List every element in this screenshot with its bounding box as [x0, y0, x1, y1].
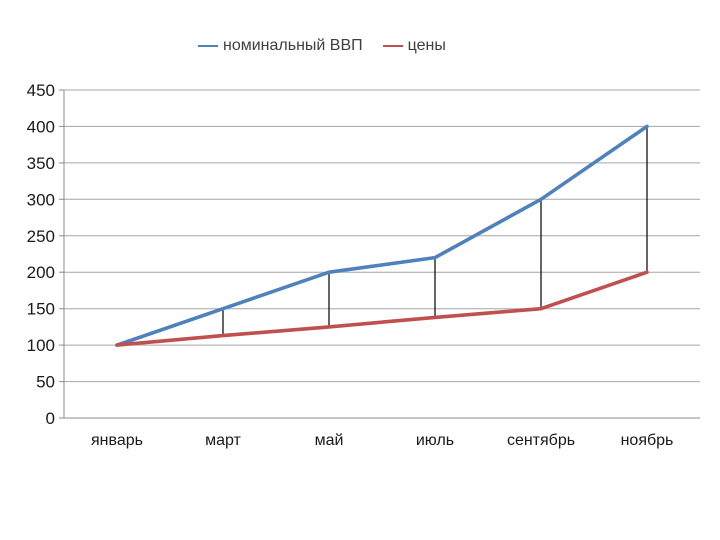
x-tick-label-1: март: [205, 432, 241, 449]
series-line-1: [115, 270, 649, 347]
x-tick-label-0: январь: [91, 432, 143, 449]
legend-label-nominal-gdp: номинальный ВВП: [223, 37, 363, 54]
legend-item-prices: цены: [382, 36, 446, 56]
legend-item-nominal-gdp: номинальный ВВП: [198, 36, 363, 56]
legend-label-prices: цены: [407, 37, 446, 54]
y-tick-label-250: 250: [27, 227, 55, 246]
y-tick-label-400: 400: [27, 117, 55, 136]
legend: номинальный ВВП цены: [198, 36, 446, 56]
x-tick-label-3: июль: [416, 432, 454, 449]
y-tick-label-50: 50: [36, 373, 55, 392]
y-tick-label-200: 200: [27, 263, 55, 282]
x-tick-label-5: ноябрь: [621, 432, 674, 449]
y-tick-label-150: 150: [27, 300, 55, 319]
x-tick-label-2: май: [315, 432, 344, 449]
y-tick-label-0: 0: [46, 409, 55, 428]
y-tick-label-350: 350: [27, 154, 55, 173]
series-line-0: [115, 124, 649, 347]
y-tick-label-450: 450: [27, 81, 55, 100]
y-tick-label-300: 300: [27, 190, 55, 209]
prices-line-swatch: [382, 45, 403, 47]
nominal-gdp-line-swatch: [198, 45, 218, 47]
x-tick-label-4: сентябрь: [507, 432, 575, 449]
y-tick-label-100: 100: [27, 336, 55, 355]
